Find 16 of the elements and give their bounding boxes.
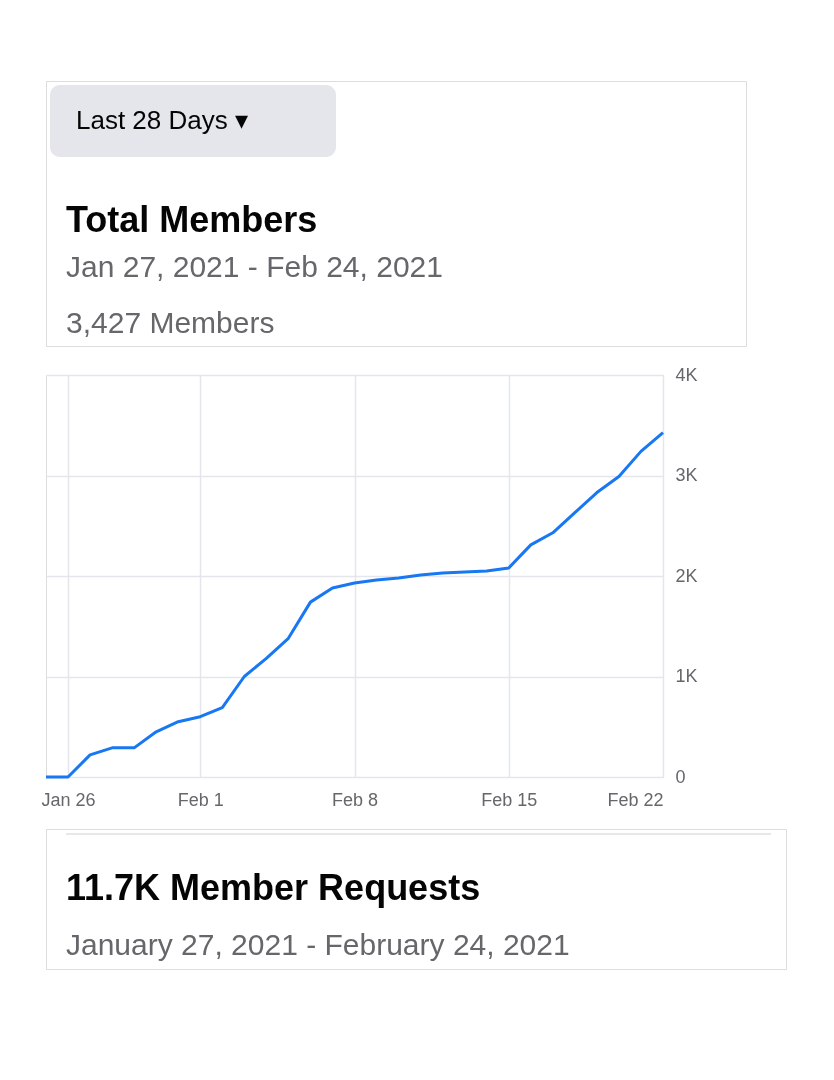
text: January 27, 2021 - February 24, 2021	[66, 928, 570, 961]
text: 3,427 Members	[66, 306, 275, 339]
y-tick-label: 1K	[675, 666, 698, 686]
y-tick-label: 3K	[675, 465, 698, 485]
y-tick-label: 0	[675, 766, 686, 787]
y-tick-label: 2K	[675, 565, 698, 586]
x-tick-label: Feb 22	[607, 789, 664, 810]
x-tick-label: Feb 1	[177, 789, 224, 810]
y-tick-label: 4K	[675, 364, 698, 385]
x-tick-label: Feb 8	[331, 789, 379, 810]
x-tick-label: Jan 26	[41, 789, 96, 810]
x-tick-label: Feb 15	[481, 789, 538, 810]
text: 11.7K Member Requests	[66, 867, 481, 908]
text: Last 28 Days ▾	[76, 105, 248, 135]
chart-subtitle: Jan 27, 2021 - Feb 24, 2021	[66, 250, 443, 283]
chart-title: Total Members	[66, 199, 318, 240]
